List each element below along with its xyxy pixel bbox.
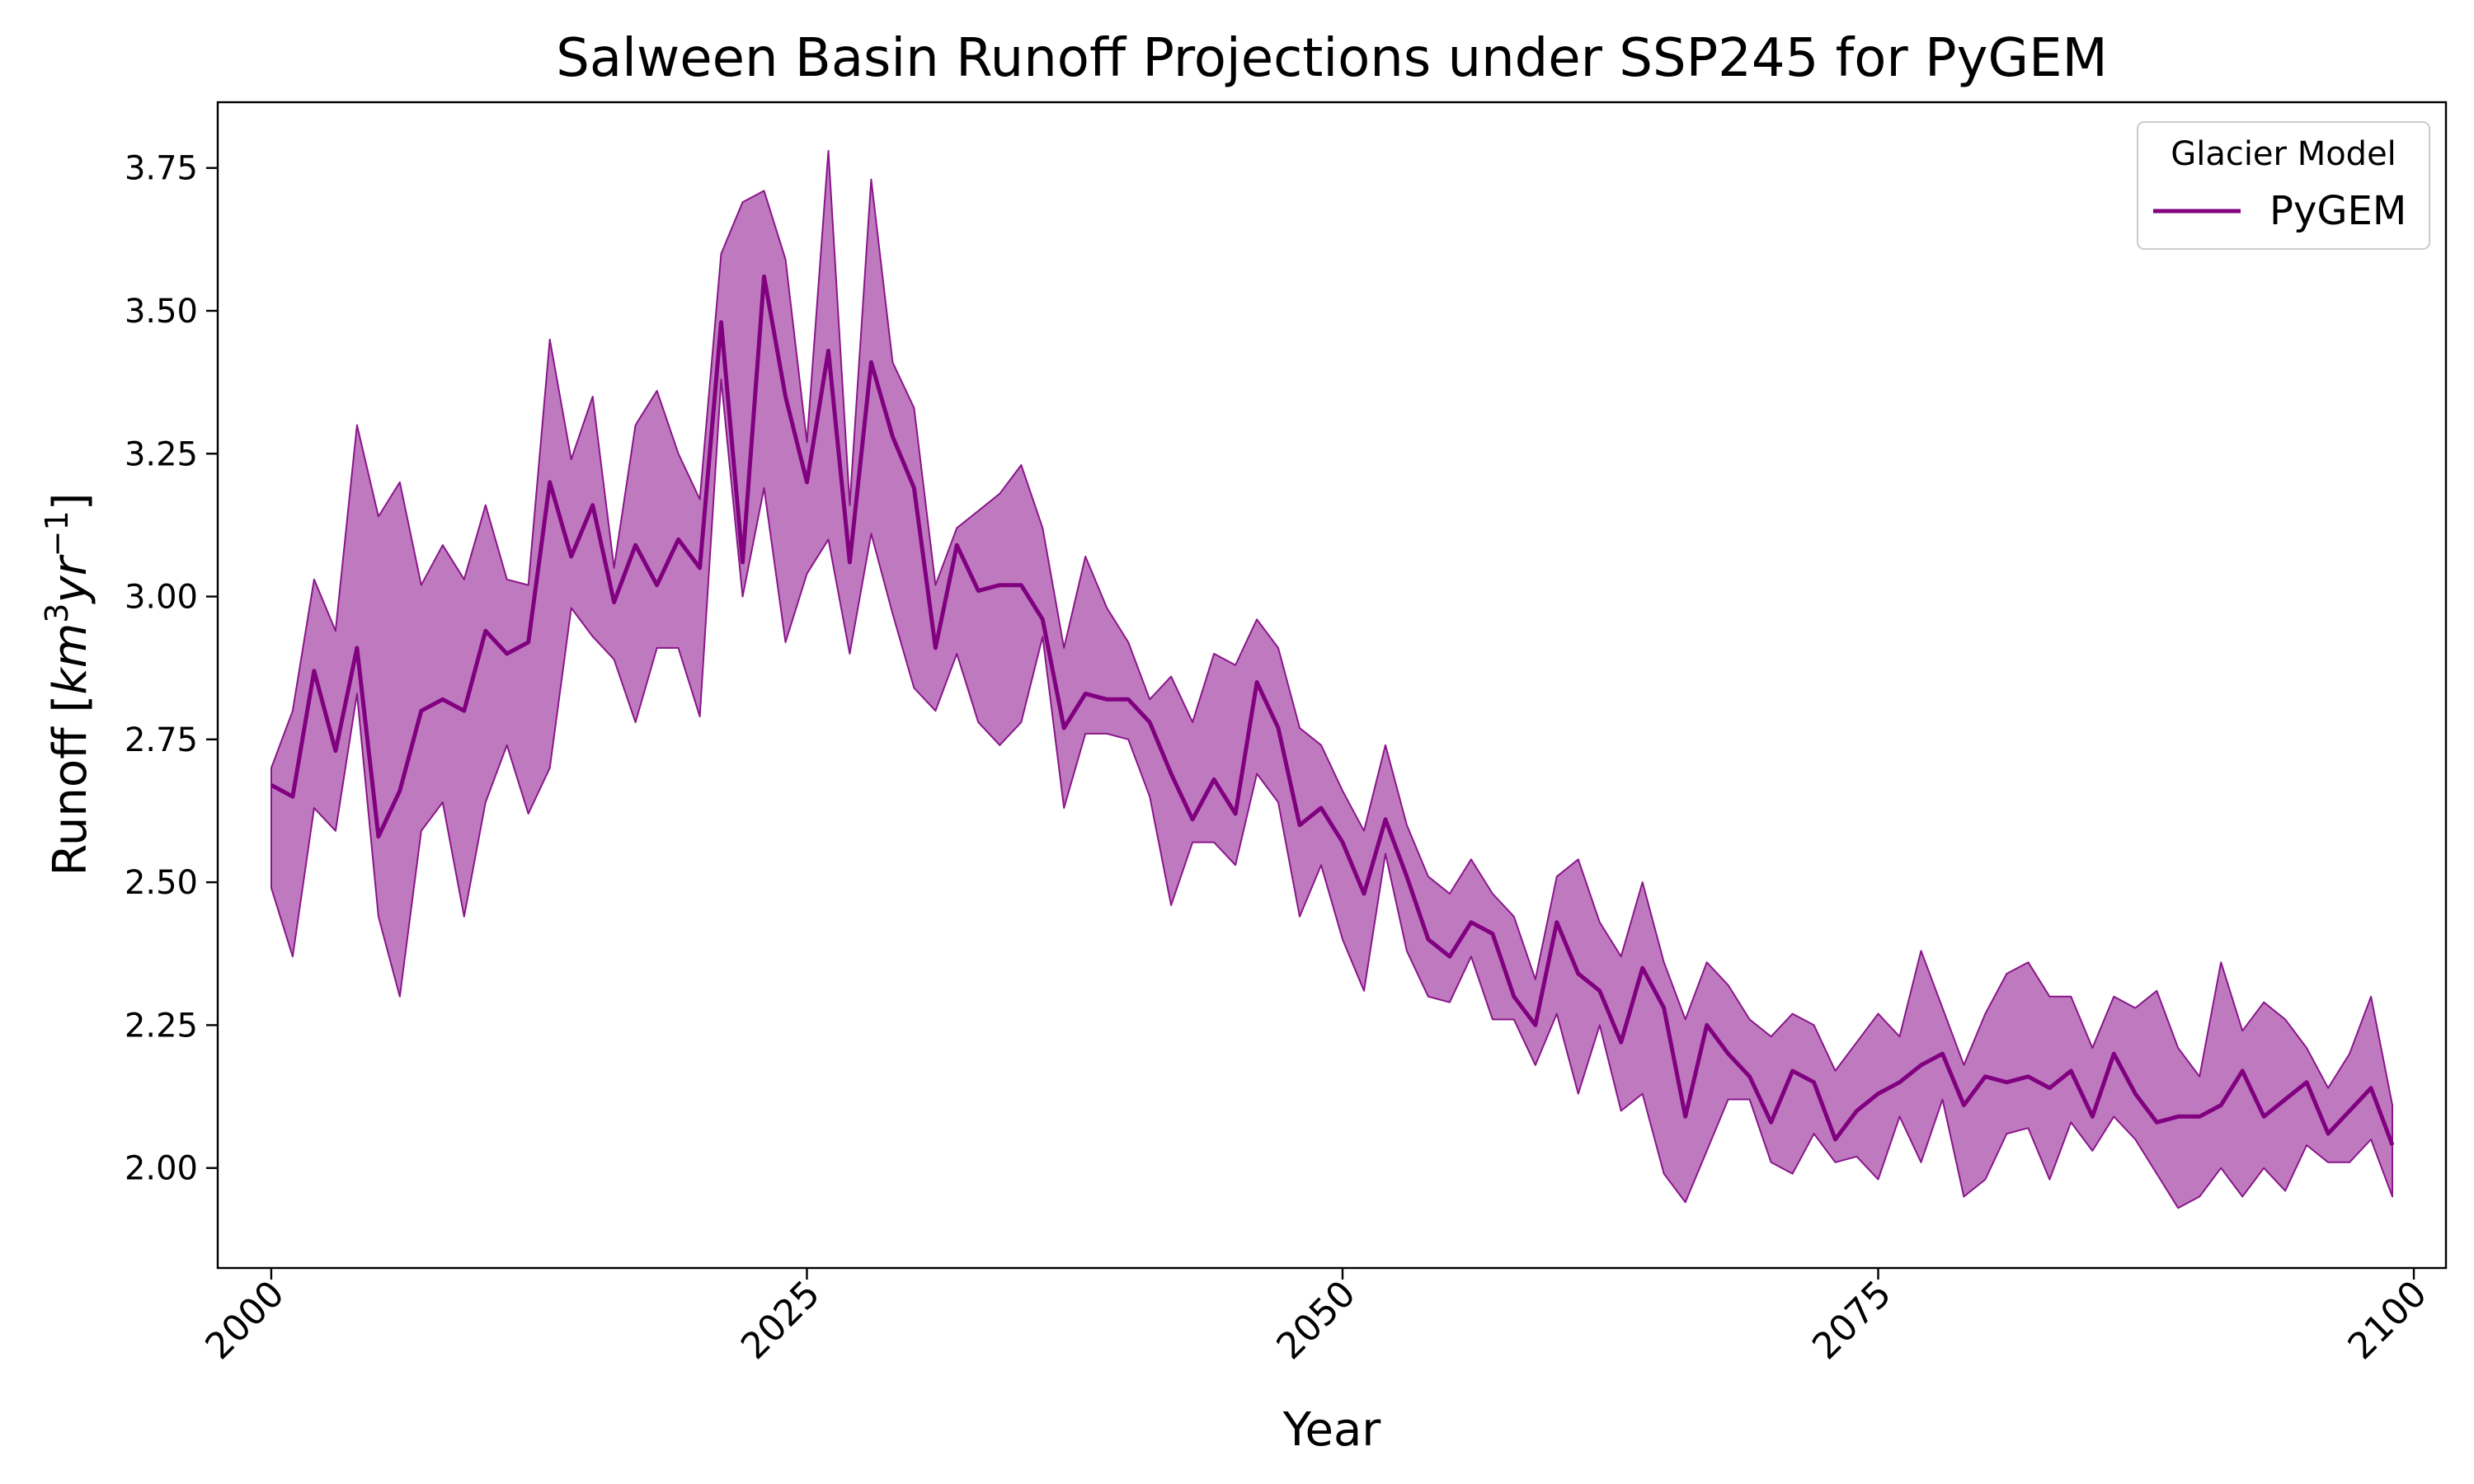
legend-title: Glacier Model: [2171, 135, 2396, 173]
y-tick-label: 2.00: [125, 1150, 198, 1188]
y-tick-label: 2.50: [125, 864, 198, 902]
y-tick-label: 3.25: [125, 435, 198, 473]
plot-area: [270, 149, 2395, 1209]
y-axis-unit-yr-exponent: −1: [39, 510, 75, 556]
axes-frame: [216, 101, 2448, 1270]
y-axis-unit-km: km: [44, 623, 97, 695]
y-axis: 2.00 2.25 2.50 2.75 3.00 3.25 3.50 3.75: [125, 150, 218, 1188]
legend-box: [2137, 121, 2430, 250]
y-tick-label: 3.75: [125, 150, 198, 188]
y-axis-unit-yr: yr: [44, 554, 97, 604]
x-axis-label: Year: [1282, 1403, 1382, 1457]
y-tick-label: 2.25: [125, 1007, 198, 1045]
y-axis-label: Runoff [km3yr−1]: [39, 492, 97, 876]
y-tick-label: 3.50: [125, 293, 198, 331]
series-line-pygem: [270, 274, 2395, 1146]
y-tick-label: 2.75: [125, 721, 198, 759]
y-axis-unit-km-exponent: 3: [39, 603, 75, 623]
chart-title: Salween Basin Runoff Projections under S…: [556, 28, 2107, 89]
uncertainty-band-pygem: [270, 149, 2393, 1209]
y-axis-label-close: ]: [44, 492, 97, 510]
legend: Glacier Model PyGEM: [2137, 121, 2430, 250]
y-axis-label-text: Runoff [: [44, 695, 97, 876]
legend-label-pygem: PyGEM: [2269, 188, 2406, 234]
y-tick-label: 3.00: [125, 579, 198, 617]
